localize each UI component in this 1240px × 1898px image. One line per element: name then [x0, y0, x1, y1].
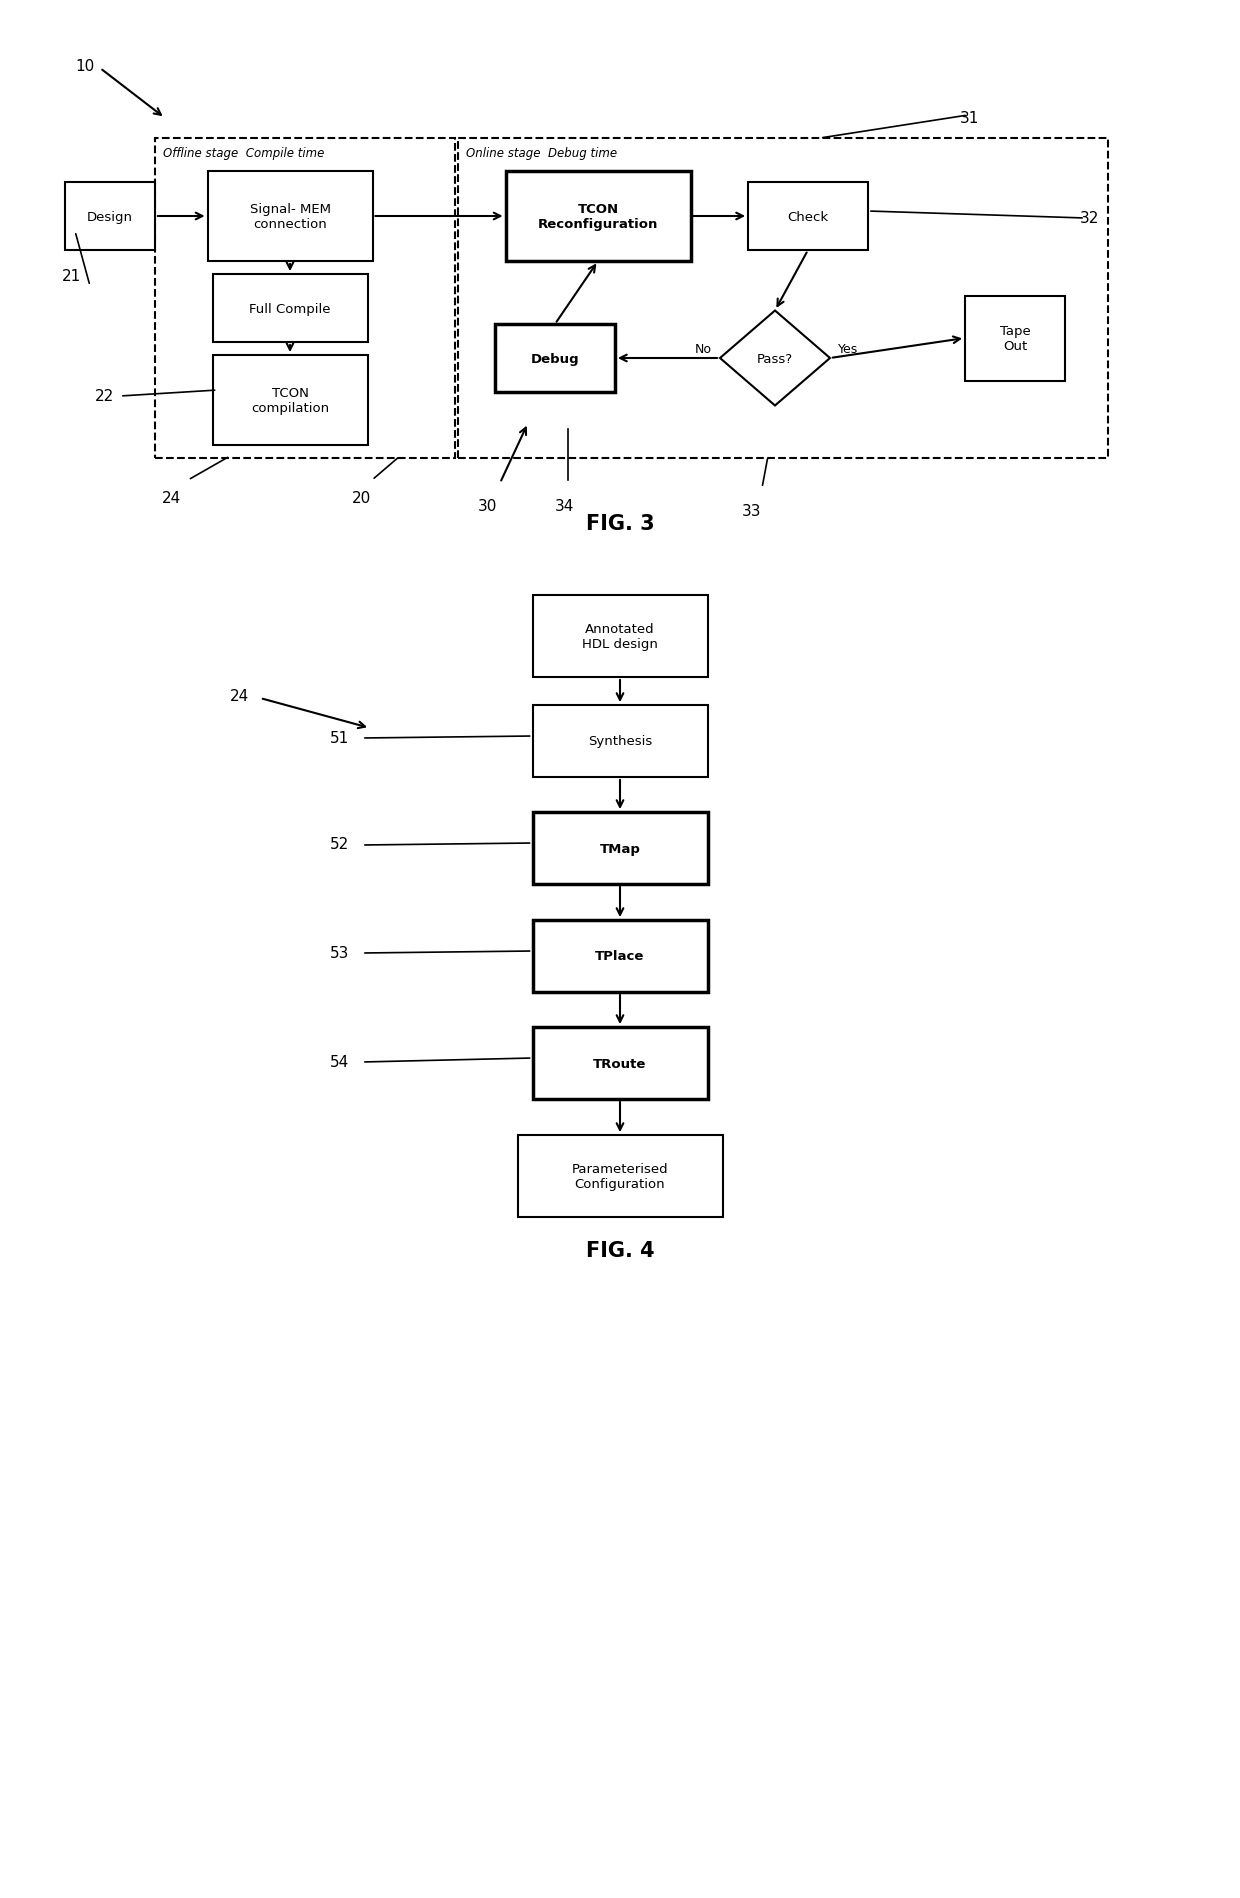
Text: 52: 52	[330, 837, 350, 852]
Text: No: No	[694, 342, 712, 355]
Bar	[64, 182, 155, 251]
Bar	[495, 325, 615, 393]
Text: Yes: Yes	[838, 342, 858, 355]
Text: 51: 51	[330, 731, 350, 746]
Text: 24: 24	[162, 492, 181, 505]
Bar	[748, 182, 868, 251]
Text: TPlace: TPlace	[595, 951, 645, 962]
Text: 22: 22	[95, 389, 114, 404]
Text: 30: 30	[477, 499, 497, 514]
Text: 21: 21	[62, 270, 82, 285]
Text: TRoute: TRoute	[593, 1057, 647, 1070]
Bar	[532, 596, 708, 678]
Bar	[212, 275, 367, 344]
Bar	[532, 812, 708, 884]
Text: FIG. 3: FIG. 3	[585, 514, 655, 533]
Text: Signal- MEM
connection: Signal- MEM connection	[249, 203, 331, 232]
Polygon shape	[720, 311, 830, 406]
Text: 20: 20	[352, 492, 371, 505]
Text: 53: 53	[330, 945, 350, 960]
Bar	[532, 706, 708, 778]
Text: Online stage  Debug time: Online stage Debug time	[466, 146, 618, 159]
Text: 34: 34	[556, 499, 574, 514]
Text: 33: 33	[742, 503, 761, 518]
Text: Design: Design	[87, 211, 133, 224]
Bar	[532, 1027, 708, 1099]
Bar	[212, 355, 367, 446]
Text: 10: 10	[74, 59, 94, 74]
Bar	[207, 173, 372, 262]
Text: Pass?: Pass?	[756, 353, 794, 364]
Bar	[532, 921, 708, 993]
Bar	[965, 296, 1065, 381]
Text: 32: 32	[1080, 211, 1100, 226]
Bar	[155, 139, 455, 459]
Text: Annotated
HDL design: Annotated HDL design	[582, 623, 658, 651]
Text: TCON
compilation: TCON compilation	[250, 387, 329, 416]
Text: FIG. 4: FIG. 4	[585, 1241, 655, 1260]
Text: Parameterised
Configuration: Parameterised Configuration	[572, 1162, 668, 1190]
Bar	[458, 139, 1109, 459]
Text: Synthesis: Synthesis	[588, 735, 652, 748]
Text: Offline stage  Compile time: Offline stage Compile time	[162, 146, 325, 159]
Text: 54: 54	[330, 1055, 350, 1069]
Text: Tape
Out: Tape Out	[999, 325, 1030, 353]
Text: 24: 24	[229, 689, 249, 704]
Text: Debug: Debug	[531, 353, 579, 364]
Text: 31: 31	[960, 110, 980, 125]
Text: Full Compile: Full Compile	[249, 302, 331, 315]
Text: TCON
Reconfiguration: TCON Reconfiguration	[538, 203, 658, 232]
Bar	[517, 1135, 723, 1217]
Bar	[506, 173, 691, 262]
Text: TMap: TMap	[600, 843, 640, 856]
Text: Check: Check	[787, 211, 828, 224]
